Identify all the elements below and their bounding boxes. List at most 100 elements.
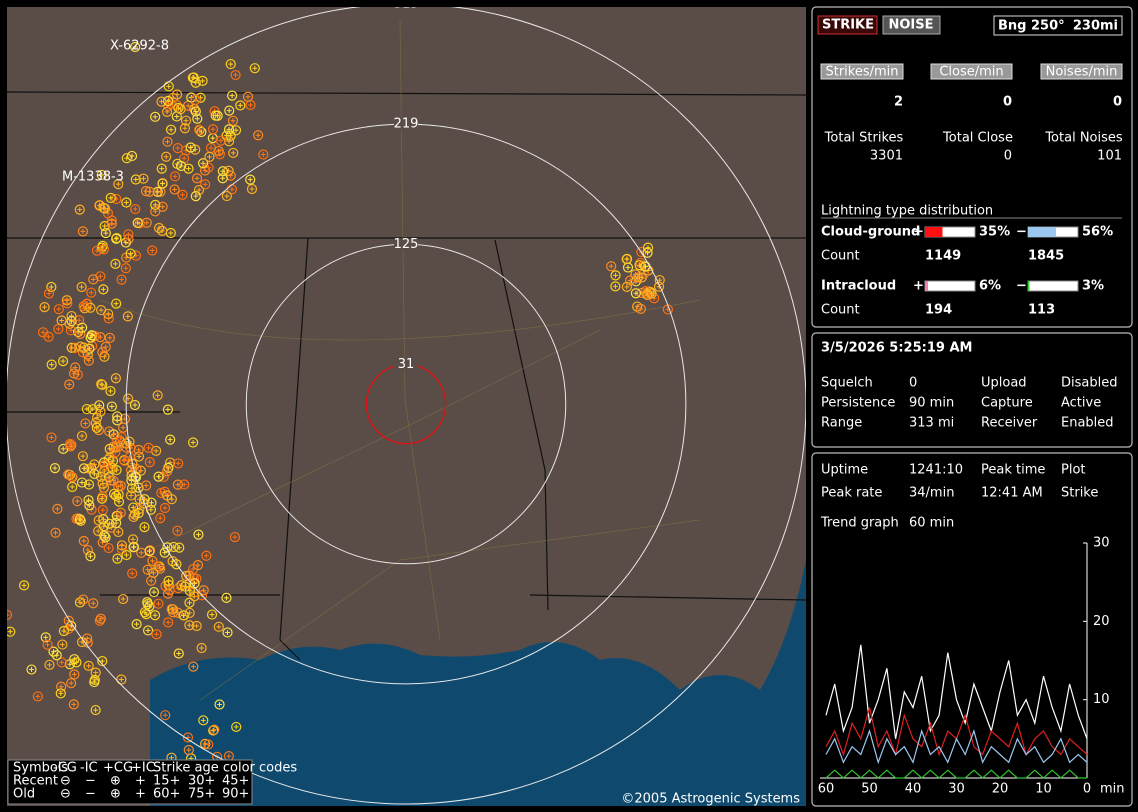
strike-plus bbox=[233, 72, 239, 78]
strike-ring bbox=[149, 610, 161, 621]
strike-plus bbox=[115, 529, 121, 535]
strike-ring bbox=[223, 124, 235, 135]
strike-marker bbox=[74, 514, 85, 525]
strike-plus bbox=[182, 125, 188, 131]
strike-marker bbox=[83, 495, 94, 506]
stats-field: Trend graph bbox=[820, 516, 899, 531]
strike-marker bbox=[198, 715, 209, 726]
strike-plus bbox=[161, 474, 167, 480]
strike-ring bbox=[171, 89, 183, 100]
strike-plus bbox=[174, 113, 180, 119]
rate-label: Strikes/min bbox=[825, 65, 898, 80]
noise-button[interactable] bbox=[882, 15, 941, 35]
strike-plus bbox=[196, 187, 202, 193]
station-label: M-1338-3 bbox=[62, 170, 124, 185]
x-tick-label: 30 bbox=[948, 782, 965, 797]
strike-plus bbox=[218, 138, 224, 144]
percent-label: 35% bbox=[979, 225, 1010, 240]
strike-ring bbox=[150, 199, 161, 210]
strike-marker bbox=[104, 443, 115, 454]
strike-ring bbox=[105, 385, 116, 397]
rate-button[interactable] bbox=[930, 63, 1013, 80]
strike-ring bbox=[148, 586, 160, 598]
strike-marker bbox=[95, 331, 106, 343]
stats-field: 34/min bbox=[909, 486, 954, 501]
strike-ring bbox=[161, 106, 173, 117]
strike-plus bbox=[649, 291, 655, 297]
rate-button[interactable] bbox=[1040, 63, 1123, 80]
strike-plus bbox=[98, 307, 104, 313]
strike-ring bbox=[80, 418, 91, 429]
strike-marker bbox=[203, 739, 214, 750]
strike-marker bbox=[116, 274, 127, 285]
strike-plus bbox=[210, 126, 216, 132]
strike-ring bbox=[192, 113, 203, 124]
strike-ring bbox=[106, 218, 117, 229]
rate-button[interactable] bbox=[820, 63, 904, 80]
strike-ring bbox=[173, 458, 184, 469]
strike-plus bbox=[99, 349, 105, 355]
strike-plus bbox=[163, 154, 169, 160]
strike-marker bbox=[64, 379, 75, 390]
strike-marker bbox=[143, 442, 154, 453]
strike-plus bbox=[633, 290, 639, 296]
strike-marker bbox=[110, 373, 121, 384]
strike-marker bbox=[76, 477, 88, 488]
strike-marker bbox=[162, 588, 174, 599]
strike-ring bbox=[162, 404, 174, 415]
strike-plus bbox=[166, 83, 172, 89]
strike-plus bbox=[107, 335, 113, 341]
status-panel bbox=[811, 332, 1133, 448]
strike-ring bbox=[634, 260, 645, 271]
strike-ring bbox=[125, 248, 136, 259]
legend-header: Strike age color codes bbox=[153, 761, 297, 776]
legend-age: 75+ bbox=[188, 787, 215, 802]
strike-plus bbox=[637, 262, 643, 268]
strike-ring bbox=[113, 496, 125, 507]
strike-plus bbox=[80, 597, 86, 603]
strike-plus bbox=[130, 536, 136, 542]
strike-plus bbox=[168, 755, 174, 761]
strike-ring bbox=[85, 302, 96, 313]
legend-symbol: + bbox=[135, 774, 146, 789]
strike-marker bbox=[242, 91, 254, 102]
strike-marker bbox=[166, 603, 177, 615]
strike-plus bbox=[97, 334, 103, 340]
strike-plus bbox=[149, 248, 155, 254]
strike-plus bbox=[612, 283, 618, 289]
strike-plus bbox=[145, 567, 151, 573]
strike-ring bbox=[133, 482, 144, 493]
strike-ring bbox=[89, 674, 100, 685]
strike-ring bbox=[153, 471, 164, 482]
strike-marker bbox=[161, 106, 173, 117]
station-label: X-6292-8 bbox=[110, 39, 169, 54]
strike-marker bbox=[144, 457, 155, 468]
strike-button[interactable] bbox=[817, 15, 878, 35]
strike-marker bbox=[84, 500, 95, 511]
strike-marker bbox=[188, 563, 199, 575]
strike-marker bbox=[188, 437, 199, 448]
status-field: Persistence bbox=[821, 396, 895, 411]
strike-ring bbox=[147, 245, 158, 256]
strike-marker bbox=[193, 184, 205, 196]
strike-plus bbox=[86, 466, 92, 472]
strike-plus bbox=[124, 155, 130, 161]
strike-plus bbox=[156, 474, 162, 480]
stats-field: Plot bbox=[1061, 463, 1086, 478]
total-label: Total Noises bbox=[1044, 131, 1123, 146]
strike-marker bbox=[43, 288, 55, 299]
strike-plus bbox=[183, 118, 189, 124]
strike-marker bbox=[62, 298, 73, 309]
strike-ring bbox=[98, 244, 109, 255]
strike-plus bbox=[194, 116, 200, 122]
strike-marker bbox=[105, 192, 116, 204]
strike-plus bbox=[7, 629, 13, 635]
strike-plus bbox=[97, 409, 103, 415]
strike-ring bbox=[90, 704, 101, 716]
strike-marker bbox=[193, 529, 204, 540]
strike-ring bbox=[242, 91, 254, 102]
strike-ring bbox=[222, 627, 233, 638]
strike-marker bbox=[215, 135, 226, 146]
strike-ring bbox=[139, 522, 150, 533]
strike-marker bbox=[118, 593, 129, 605]
